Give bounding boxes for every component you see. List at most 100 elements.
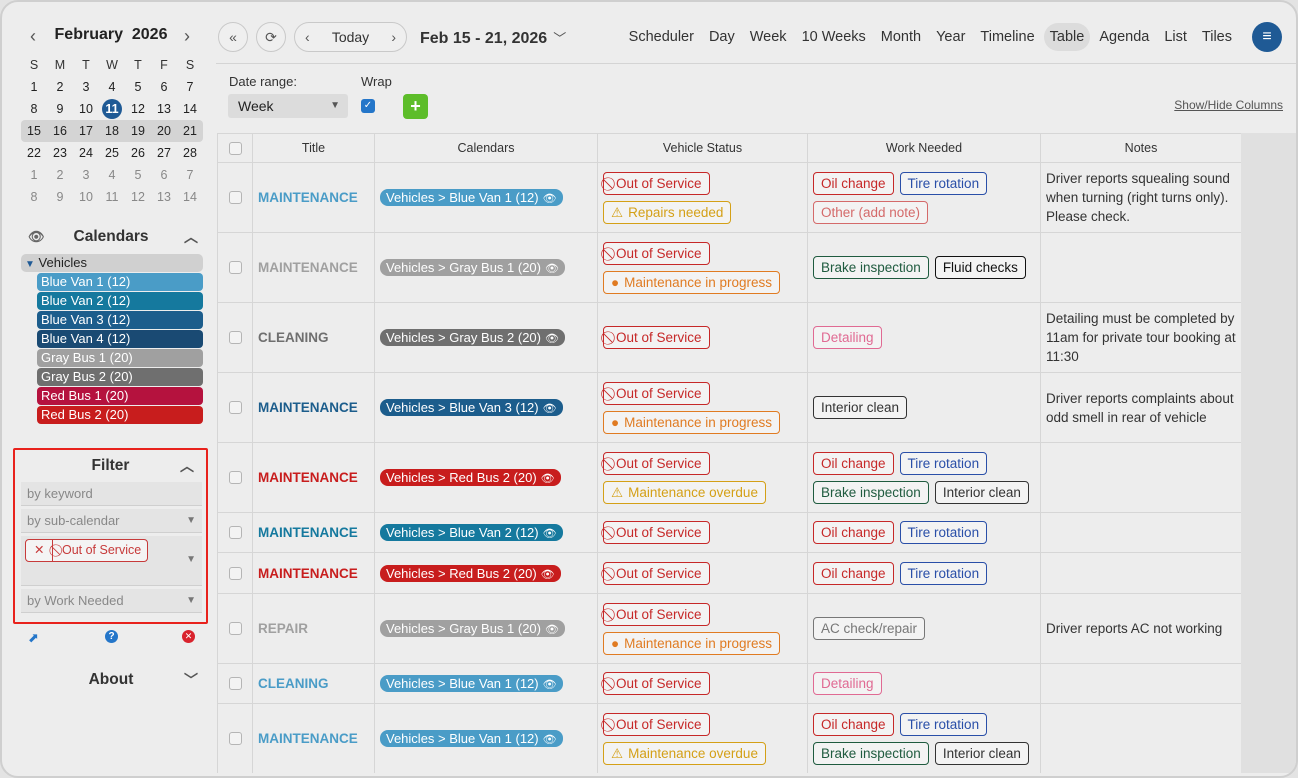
- notes-cell[interactable]: Detailing must be completed by 11am for …: [1040, 302, 1241, 373]
- mini-calendar-day[interactable]: 8: [30, 190, 38, 204]
- row-checkbox[interactable]: [228, 401, 242, 414]
- mini-calendar-day[interactable]: 4: [108, 80, 116, 94]
- calendars-section-header[interactable]: 👁 Calendars ︿: [12, 220, 210, 254]
- table-row[interactable]: MAINTENANCE Vehicles > Red Bus 2 (20)👁⃠Ou…: [217, 442, 1241, 513]
- calendar-item[interactable]: Blue Van 3 (12): [37, 311, 203, 329]
- title-cell[interactable]: MAINTENANCE: [252, 232, 375, 303]
- view-tab-tiles[interactable]: Tiles: [1201, 29, 1232, 45]
- mini-calendar-day[interactable]: 5: [134, 80, 142, 94]
- mini-calendar-day[interactable]: 25: [105, 146, 119, 160]
- work-needed-filter-select[interactable]: by Work Needed ▼: [21, 589, 202, 613]
- filter-header[interactable]: Filter ︿: [15, 450, 206, 482]
- add-event-button[interactable]: +: [403, 94, 428, 119]
- calendar-chip[interactable]: Vehicles > Gray Bus 1 (20) 👁: [380, 620, 565, 637]
- notes-cell[interactable]: Driver reports squealing sound when turn…: [1040, 162, 1241, 233]
- mini-calendar-day[interactable]: 24: [79, 146, 93, 160]
- title-cell[interactable]: MAINTENANCE: [252, 512, 375, 553]
- table-row[interactable]: MAINTENANCE Vehicles > Blue Van 1 (12)👁⃠O…: [217, 703, 1241, 773]
- view-tab-scheduler[interactable]: Scheduler: [628, 29, 694, 45]
- mini-calendar-day[interactable]: 23: [53, 146, 67, 160]
- event-title[interactable]: CLEANING: [258, 676, 329, 691]
- table-row[interactable]: MAINTENANCE Vehicles > Blue Van 1 (12)👁⃠O…: [217, 162, 1241, 233]
- wrap-checkbox[interactable]: ✓: [361, 99, 375, 113]
- main-menu-button[interactable]: ≡: [1252, 22, 1282, 52]
- table-row[interactable]: MAINTENANCE Vehicles > Blue Van 3 (12)👁⃠O…: [217, 372, 1241, 443]
- mini-calendar-day[interactable]: 2: [56, 168, 64, 182]
- mini-calendar-day[interactable]: 4: [108, 168, 116, 182]
- next-month-icon[interactable]: ›: [184, 26, 190, 46]
- view-tab-month[interactable]: Month: [880, 29, 922, 45]
- notes-cell[interactable]: [1040, 232, 1241, 303]
- title-cell[interactable]: MAINTENANCE: [252, 552, 375, 594]
- column-header-title[interactable]: Title: [252, 133, 375, 163]
- event-title[interactable]: CLEANING: [258, 330, 329, 345]
- table-row[interactable]: MAINTENANCE Vehicles > Red Bus 2 (20)👁⃠Ou…: [217, 552, 1241, 594]
- title-cell[interactable]: CLEANING: [252, 663, 375, 704]
- next-range-button[interactable]: ›: [391, 29, 396, 45]
- refresh-button[interactable]: ⟳: [256, 22, 286, 52]
- calendar-item[interactable]: Blue Van 2 (12): [37, 292, 203, 310]
- view-tab-list[interactable]: List: [1164, 29, 1187, 45]
- calendar-chip[interactable]: Vehicles > Gray Bus 1 (20) 👁: [380, 259, 565, 276]
- row-checkbox[interactable]: [228, 622, 242, 635]
- subcalendar-filter-select[interactable]: by sub-calendar ▼: [21, 509, 202, 533]
- table-row[interactable]: REPAIR Vehicles > Gray Bus 1 (20) 👁⃠Out of…: [217, 593, 1241, 664]
- row-checkbox[interactable]: [228, 471, 242, 484]
- table-row[interactable]: MAINTENANCE Vehicles > Gray Bus 1 (20) 👁⃠O…: [217, 232, 1241, 303]
- calendar-chip[interactable]: Vehicles > Blue Van 1 (12) 👁: [380, 189, 563, 206]
- column-header-calendars[interactable]: Calendars: [374, 133, 598, 163]
- event-title[interactable]: REPAIR: [258, 621, 309, 636]
- mini-calendar-day[interactable]: 12: [131, 190, 145, 204]
- event-title[interactable]: MAINTENANCE: [258, 400, 358, 415]
- column-header-vehicle-status[interactable]: Vehicle Status: [597, 133, 808, 163]
- calendar-chip[interactable]: Vehicles > Gray Bus 2 (20) 👁: [380, 329, 565, 346]
- prev-month-icon[interactable]: ‹: [30, 26, 36, 46]
- mini-calendar-day[interactable]: 3: [82, 168, 90, 182]
- mini-calendar-day[interactable]: 1: [30, 168, 38, 182]
- mini-calendar-day[interactable]: 9: [56, 190, 64, 204]
- mini-calendar-day[interactable]: 18: [99, 120, 125, 142]
- notes-cell[interactable]: [1040, 663, 1241, 704]
- event-title[interactable]: MAINTENANCE: [258, 565, 358, 581]
- calendar-chip[interactable]: Vehicles > Blue Van 1 (12) 👁: [380, 730, 563, 747]
- mini-calendar-day[interactable]: 28: [183, 146, 197, 160]
- mini-calendar-day[interactable]: 7: [186, 80, 194, 94]
- column-header-work-needed[interactable]: Work Needed: [807, 133, 1041, 163]
- mini-calendar-day[interactable]: 6: [160, 80, 168, 94]
- view-tab-agenda[interactable]: Agenda: [1099, 29, 1150, 45]
- mini-calendar-day[interactable]: 27: [157, 146, 171, 160]
- calendar-item[interactable]: Gray Bus 1 (20): [37, 349, 203, 367]
- mini-calendar-day[interactable]: 6: [160, 168, 168, 182]
- chevron-up-icon[interactable]: ︿: [184, 229, 198, 245]
- help-icon[interactable]: ?: [105, 630, 118, 643]
- row-checkbox[interactable]: [228, 677, 242, 690]
- calendar-chip[interactable]: Vehicles > Blue Van 3 (12) 👁: [380, 399, 563, 416]
- mini-calendar-day[interactable]: 19: [125, 120, 151, 142]
- title-cell[interactable]: MAINTENANCE: [252, 372, 375, 443]
- mini-calendar-day[interactable]: 15: [21, 120, 47, 142]
- share-icon[interactable]: ⬈: [28, 630, 39, 645]
- row-checkbox[interactable]: [228, 331, 242, 344]
- column-header-notes[interactable]: Notes: [1040, 133, 1241, 163]
- mini-calendar-day[interactable]: 20: [151, 120, 177, 142]
- table-row[interactable]: CLEANING Vehicles > Gray Bus 2 (20) 👁⃠Out …: [217, 302, 1241, 373]
- calendar-item[interactable]: Gray Bus 2 (20): [37, 368, 203, 386]
- title-cell[interactable]: CLEANING: [252, 302, 375, 373]
- mini-calendar-day[interactable]: 10: [79, 102, 93, 116]
- notes-cell[interactable]: [1040, 552, 1241, 594]
- calendar-item[interactable]: Red Bus 1 (20): [37, 387, 203, 405]
- calendar-chip[interactable]: Vehicles > Blue Van 2 (12) 👁: [380, 524, 563, 541]
- prev-range-button[interactable]: ‹: [305, 29, 310, 45]
- date-range-title[interactable]: Feb 15 - 21, 2026 ﹀: [420, 28, 566, 48]
- mini-calendar-day[interactable]: 2: [56, 80, 64, 94]
- mini-calendar-day[interactable]: 21: [177, 120, 203, 142]
- select-all-checkbox[interactable]: [228, 141, 242, 155]
- eye-icon[interactable]: 👁: [28, 229, 45, 244]
- notes-cell[interactable]: [1040, 512, 1241, 553]
- view-tab-10-weeks[interactable]: 10 Weeks: [801, 29, 866, 45]
- date-range-select[interactable]: Week ▼: [228, 94, 348, 118]
- mini-calendar-day[interactable]: 13: [157, 190, 171, 204]
- row-checkbox[interactable]: [228, 732, 242, 745]
- title-cell[interactable]: MAINTENANCE: [252, 442, 375, 513]
- calendar-item[interactable]: Blue Van 1 (12): [37, 273, 203, 291]
